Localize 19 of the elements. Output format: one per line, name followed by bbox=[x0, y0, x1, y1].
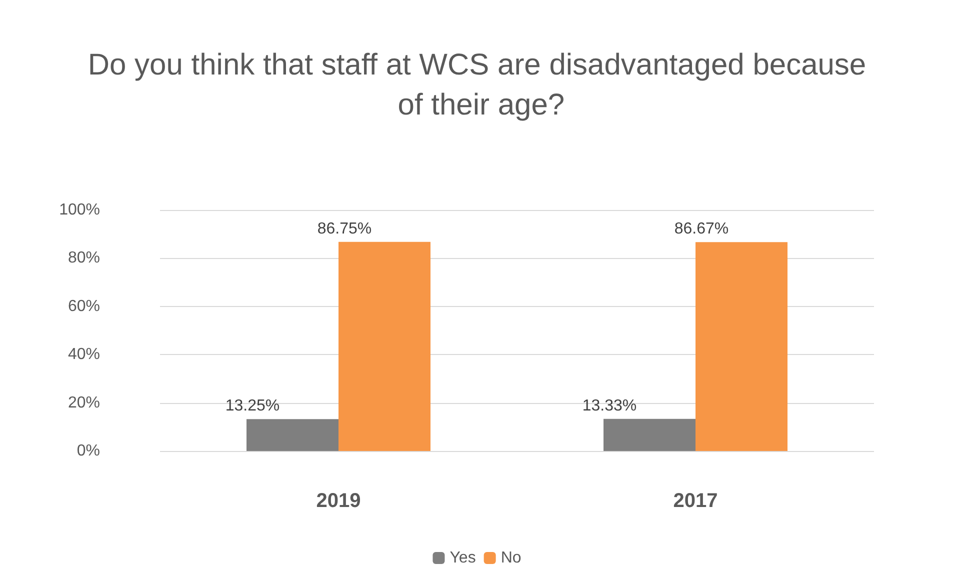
legend-label: Yes bbox=[450, 550, 476, 566]
data-label: 13.25% bbox=[225, 398, 280, 415]
y-tick-label: 0% bbox=[76, 442, 100, 460]
data-label: 86.75% bbox=[317, 220, 372, 238]
data-label: 86.67% bbox=[674, 220, 729, 238]
bar bbox=[604, 418, 696, 451]
x-tick-label: 2019 bbox=[316, 490, 361, 512]
bar bbox=[246, 419, 338, 451]
x-tick-label: 2017 bbox=[673, 490, 718, 512]
bar bbox=[696, 242, 788, 451]
chart-title: Do you think that staff at WCS are disadvantaged because of their age? bbox=[88, 48, 866, 122]
data-label: 13.33% bbox=[582, 397, 637, 414]
legend-label: No bbox=[500, 550, 522, 566]
y-tick-label: 60% bbox=[68, 298, 100, 315]
bar bbox=[338, 242, 430, 451]
y-tick-label: 100% bbox=[59, 202, 100, 218]
y-tick-label: 80% bbox=[68, 250, 100, 267]
y-tick-label: 20% bbox=[68, 394, 100, 412]
y-tick-label: 40% bbox=[68, 346, 100, 364]
